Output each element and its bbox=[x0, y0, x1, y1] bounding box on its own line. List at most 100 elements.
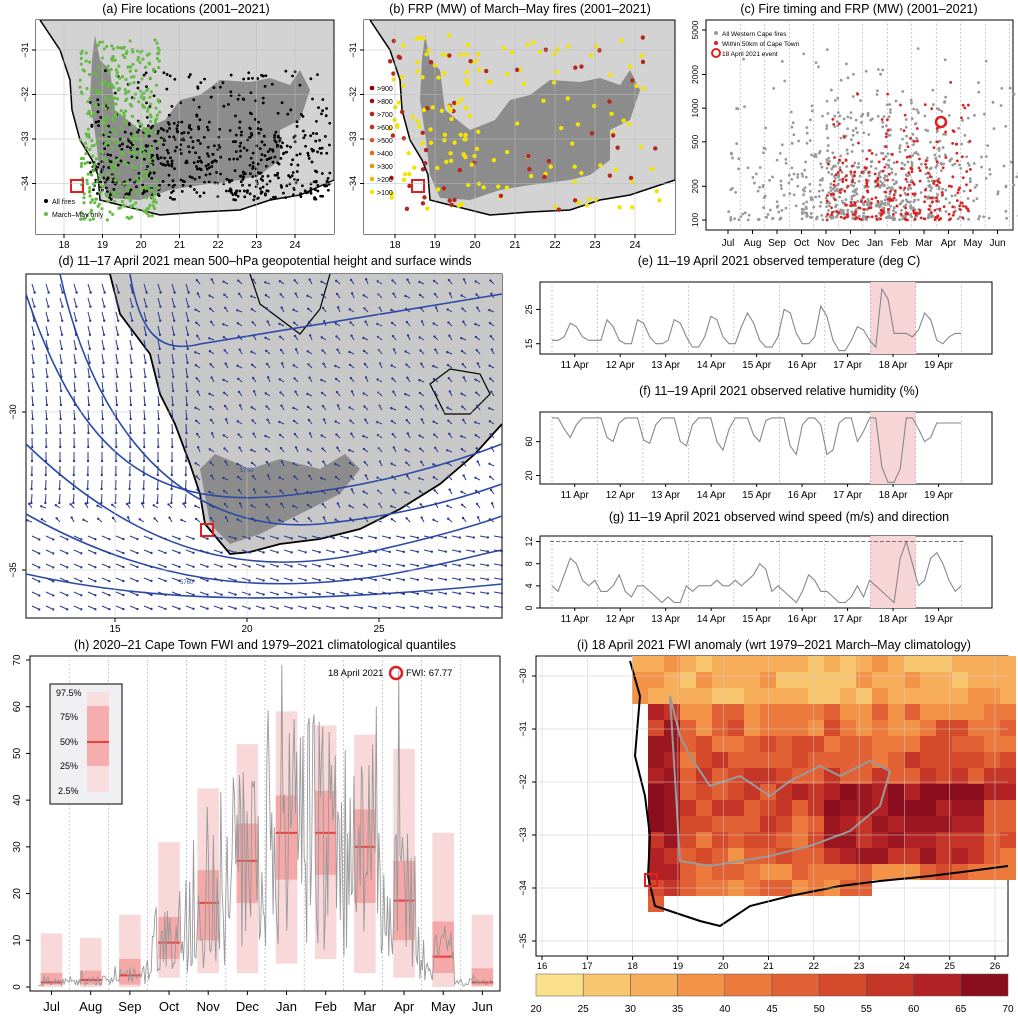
frp-point bbox=[406, 150, 411, 156]
wind-vector bbox=[437, 563, 446, 567]
fire-point-mam bbox=[149, 90, 153, 94]
fire-point bbox=[200, 160, 204, 164]
frp-point bbox=[393, 104, 398, 110]
legend-swatch bbox=[369, 98, 375, 104]
wind-vector bbox=[269, 577, 278, 581]
wind-vector bbox=[185, 367, 188, 377]
wind-vector-head bbox=[318, 551, 321, 554]
fire-point bbox=[287, 174, 291, 177]
fire-point-ct bbox=[918, 209, 922, 212]
fire-point bbox=[836, 111, 840, 114]
fire-point bbox=[269, 198, 273, 201]
wind-vector-head bbox=[276, 579, 279, 582]
frp-point bbox=[587, 197, 592, 202]
fire-point bbox=[292, 186, 296, 190]
fire-point bbox=[328, 171, 332, 175]
wind-vector-head bbox=[140, 502, 144, 505]
fire-point bbox=[1009, 160, 1013, 164]
wind-vector-head bbox=[73, 403, 77, 407]
wind-vector bbox=[59, 549, 68, 554]
fwi-anomaly-cell bbox=[984, 800, 1000, 816]
fire-point bbox=[180, 138, 183, 141]
wind-vector-head bbox=[88, 375, 91, 379]
fire-point bbox=[947, 113, 951, 117]
wind-vector-head bbox=[60, 347, 63, 351]
frp-point bbox=[420, 167, 426, 172]
fire-point-ct bbox=[853, 201, 857, 205]
x-tick-label: Feb bbox=[315, 999, 337, 1014]
wind-vector bbox=[325, 549, 334, 553]
frp-point bbox=[423, 147, 429, 153]
x-tick-label: 22 bbox=[212, 240, 224, 250]
fire-point-mam bbox=[115, 194, 120, 198]
frp-point bbox=[572, 198, 578, 203]
wind-vector-head bbox=[474, 434, 478, 437]
fire-point bbox=[270, 82, 274, 86]
fire-point-ct bbox=[913, 217, 917, 221]
wind-vector-head bbox=[418, 378, 421, 382]
fire-point bbox=[888, 103, 892, 106]
fire-point bbox=[780, 208, 784, 212]
geopotential-contour bbox=[25, 443, 503, 563]
fire-point bbox=[274, 195, 277, 199]
wind-vector-head bbox=[460, 490, 463, 494]
fire-point bbox=[924, 172, 928, 176]
wind-vector-head bbox=[402, 606, 405, 610]
wind-vector bbox=[297, 577, 306, 581]
fire-point-ct bbox=[839, 168, 842, 172]
legend-50: 50% bbox=[60, 737, 78, 747]
wind-vector-head bbox=[33, 305, 36, 308]
wind-vector-head bbox=[129, 431, 132, 435]
wind-vector bbox=[115, 395, 118, 406]
wind-vector bbox=[87, 325, 91, 335]
frp-point bbox=[395, 124, 400, 130]
frp-point bbox=[421, 107, 427, 113]
fire-point bbox=[259, 171, 263, 175]
fwi-anomaly-cell bbox=[712, 752, 728, 768]
fire-point bbox=[826, 136, 830, 140]
fire-point bbox=[833, 114, 837, 118]
fire-point-mam bbox=[122, 203, 126, 207]
fire-point-mam bbox=[124, 195, 128, 199]
wind-vector-head bbox=[278, 335, 282, 338]
fire-point bbox=[320, 146, 324, 150]
x-tick-label: 19 Apr bbox=[924, 614, 954, 625]
fire-point bbox=[796, 175, 800, 179]
fire-point bbox=[831, 215, 835, 218]
fire-point bbox=[850, 210, 854, 214]
fire-point bbox=[256, 162, 260, 166]
wind-vector bbox=[479, 549, 488, 552]
fire-point bbox=[324, 184, 327, 188]
frp-point bbox=[628, 175, 634, 181]
wind-vector-head bbox=[278, 476, 281, 479]
fire-point bbox=[866, 114, 870, 117]
wind-vector-head bbox=[73, 431, 76, 435]
wind-vector-head bbox=[206, 607, 209, 610]
fire-point bbox=[743, 211, 747, 215]
fire-point bbox=[215, 159, 219, 163]
fwi-anomaly-cell bbox=[872, 848, 888, 864]
wind-vector-head bbox=[115, 403, 119, 407]
x-tick-label: 13 Apr bbox=[651, 360, 681, 371]
y-tick-label: 4 bbox=[524, 583, 534, 588]
fire-point bbox=[913, 198, 917, 202]
fire-point bbox=[273, 138, 277, 142]
fwi-anomaly-cell bbox=[760, 864, 776, 880]
wind-vector-head bbox=[334, 420, 337, 423]
fire-point bbox=[977, 81, 980, 85]
fire-point bbox=[874, 153, 878, 157]
fwi-anomaly-cell bbox=[680, 752, 696, 768]
wind-vector-head bbox=[47, 291, 50, 294]
fire-point-mam bbox=[116, 45, 120, 50]
frp-point bbox=[442, 71, 447, 76]
fwi-anomaly-cell bbox=[920, 752, 936, 768]
fire-point bbox=[887, 202, 891, 206]
wind-vector bbox=[283, 605, 292, 609]
fire-point bbox=[746, 218, 750, 222]
fire-point bbox=[248, 172, 252, 176]
wind-vector-head bbox=[476, 306, 479, 309]
frp-point bbox=[455, 100, 461, 106]
fire-point bbox=[894, 198, 898, 202]
fwi-anomaly-cell bbox=[856, 752, 872, 768]
wind-vector-head bbox=[363, 405, 366, 408]
